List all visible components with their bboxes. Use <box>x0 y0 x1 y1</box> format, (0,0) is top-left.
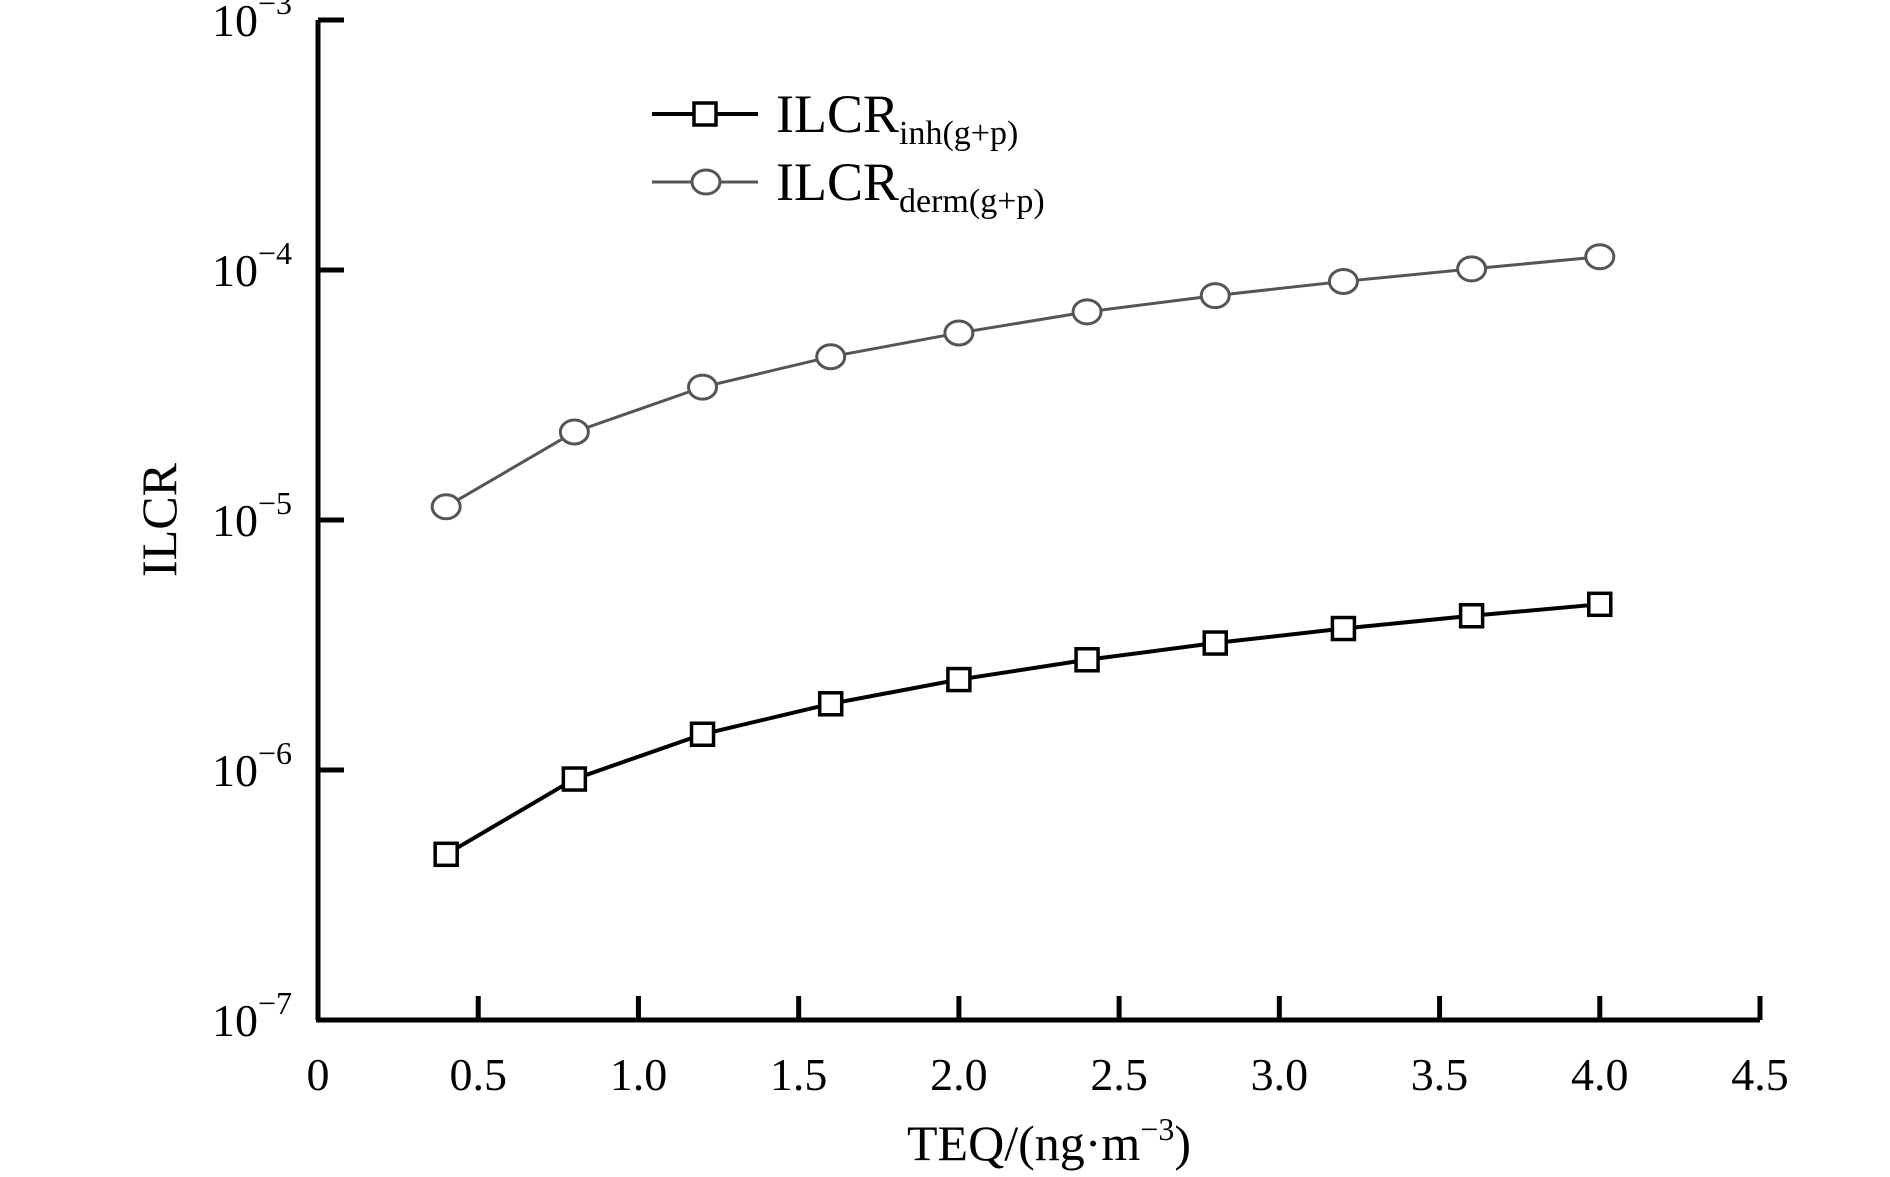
x-tick-label: 4.5 <box>1731 1049 1789 1100</box>
y-tick-exponent: −3 <box>258 0 292 21</box>
y-tick-base: 10 <box>212 745 258 796</box>
x-axis-label-base: TEQ/(ng·m <box>907 1115 1140 1171</box>
data-point-circle <box>1071 298 1103 326</box>
series-derm <box>430 243 1616 521</box>
x-tick-label: 2.0 <box>930 1049 988 1100</box>
x-axis-label-sup: −3 <box>1140 1111 1174 1147</box>
y-tick-exponent: −7 <box>258 985 292 1021</box>
data-point-circle <box>815 343 847 371</box>
data-point-square <box>946 666 972 693</box>
y-ticks: 10−710−610−510−410−3 <box>212 0 344 1046</box>
legend-label: ILCRderm(g+p) <box>776 152 1045 220</box>
y-tick-label: 10−7 <box>212 985 292 1046</box>
data-point-square <box>817 691 844 717</box>
data-point-circle <box>943 319 975 347</box>
y-tick-exponent: −4 <box>258 235 292 271</box>
legend-label: ILCRinh(g+p) <box>776 84 1018 152</box>
data-point-square <box>1202 630 1228 656</box>
legend-item-derm: ILCRderm(g+p) <box>652 152 1045 220</box>
x-tick-label: 1.0 <box>610 1049 668 1100</box>
data-point-square <box>1074 647 1100 673</box>
data-point-circle <box>1584 243 1616 271</box>
data-point-square <box>433 841 459 868</box>
data-point-square <box>1330 615 1357 642</box>
x-axis-label: TEQ/(ng·m−3) <box>907 1111 1191 1171</box>
legend-item-inh: ILCRinh(g+p) <box>652 84 1018 152</box>
series-line <box>445 602 1600 857</box>
data-point-square <box>561 766 588 792</box>
legend-label-sub: derm(g+p) <box>899 183 1045 220</box>
y-tick-base: 10 <box>212 995 258 1046</box>
series-inh <box>433 591 1613 868</box>
legend-marker-circle <box>690 168 722 196</box>
y-tick-label: 10−3 <box>212 0 292 46</box>
x-tick-label: 3.5 <box>1411 1049 1469 1100</box>
y-tick-exponent: −6 <box>258 735 292 771</box>
y-axis-label: ILCR <box>131 462 187 577</box>
series-layer <box>430 243 1616 868</box>
data-point-circle <box>558 418 590 446</box>
y-tick-base: 10 <box>212 495 258 546</box>
x-ticks: 0 0.5 1.0 1.5 2.0 2.5 3.0 3.5 4.0 4.5 <box>307 996 1789 1100</box>
y-tick-exponent: −5 <box>258 485 292 521</box>
data-point-circle <box>430 493 462 521</box>
y-tick-label: 10−6 <box>212 735 292 796</box>
data-point-square <box>689 721 716 747</box>
x-axis-label-tail: ) <box>1174 1115 1191 1171</box>
y-tick-label: 10−4 <box>212 235 292 296</box>
data-point-circle <box>1327 267 1359 295</box>
x-tick-label: 1.5 <box>770 1049 828 1100</box>
x-tick-label: 3.0 <box>1251 1049 1309 1100</box>
x-tick-label: 0 <box>307 1049 330 1100</box>
legend-label-main: ILCR <box>776 84 899 144</box>
series-line <box>445 255 1600 509</box>
data-point-square <box>1458 602 1485 629</box>
x-tick-label: 2.5 <box>1090 1049 1148 1100</box>
y-tick-label: 10−5 <box>212 485 292 546</box>
data-point-square <box>1587 591 1613 618</box>
legend-label-main: ILCR <box>776 152 899 212</box>
x-tick-label: 4.0 <box>1571 1049 1629 1100</box>
data-point-circle <box>687 373 719 401</box>
legend-marker-square <box>692 101 718 127</box>
data-point-circle <box>1456 255 1488 283</box>
legend: ILCRinh(g+p)ILCRderm(g+p) <box>652 84 1045 220</box>
data-point-circle <box>1199 282 1231 310</box>
axes <box>315 20 1760 1023</box>
legend-label-sub: inh(g+p) <box>899 115 1018 152</box>
y-tick-base: 10 <box>212 245 258 296</box>
x-tick-label: 0.5 <box>449 1049 507 1100</box>
y-tick-base: 10 <box>212 0 258 46</box>
